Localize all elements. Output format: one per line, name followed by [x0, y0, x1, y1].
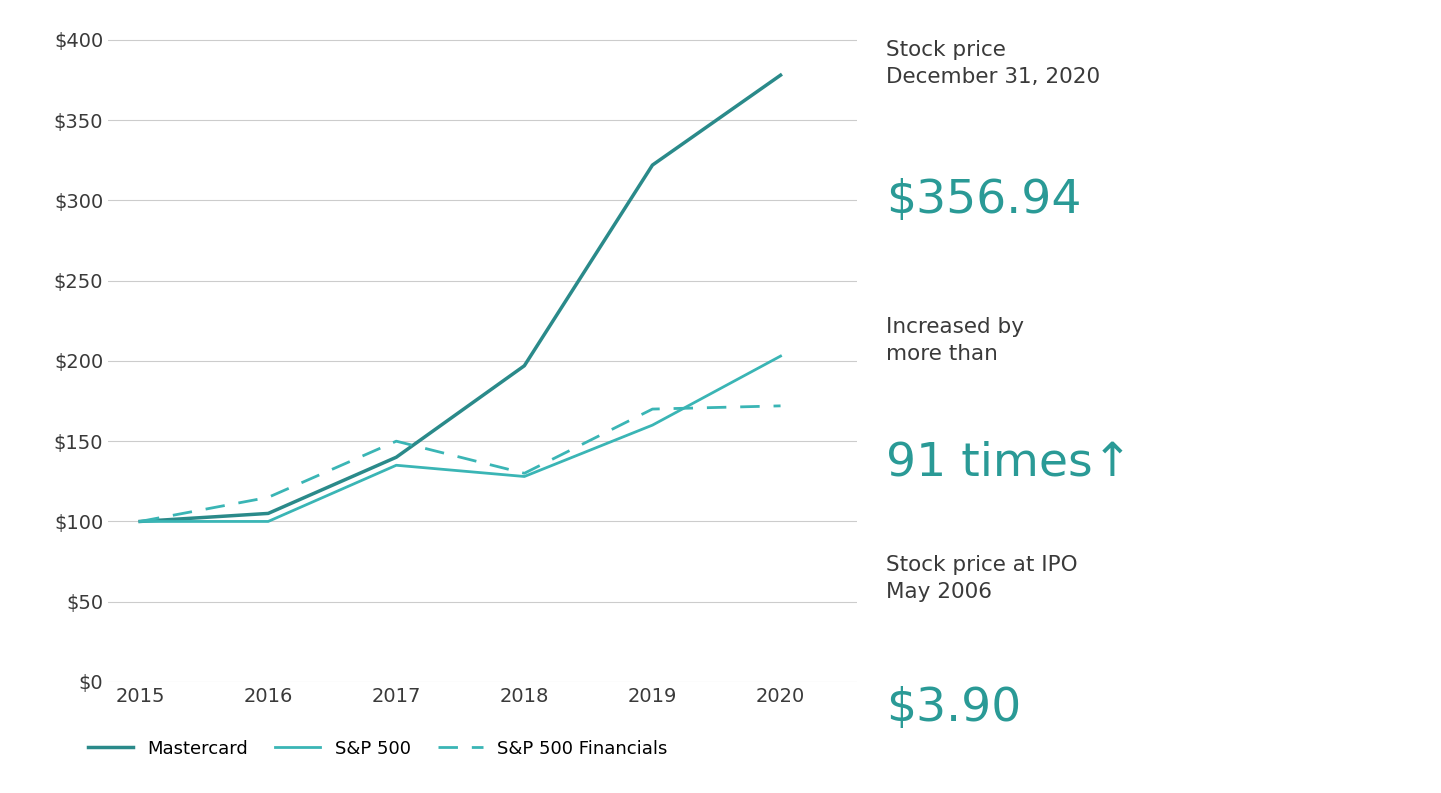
Text: Stock price
December 31, 2020: Stock price December 31, 2020	[886, 40, 1101, 87]
Text: $356.94: $356.94	[886, 178, 1082, 224]
Text: Increased by
more than: Increased by more than	[886, 317, 1025, 365]
Text: Stock price at IPO
May 2006: Stock price at IPO May 2006	[886, 555, 1078, 603]
Text: $3.90: $3.90	[886, 686, 1022, 731]
Text: 91 times↑: 91 times↑	[886, 440, 1133, 485]
Legend: Mastercard, S&P 500, S&P 500 Financials: Mastercard, S&P 500, S&P 500 Financials	[81, 733, 674, 765]
